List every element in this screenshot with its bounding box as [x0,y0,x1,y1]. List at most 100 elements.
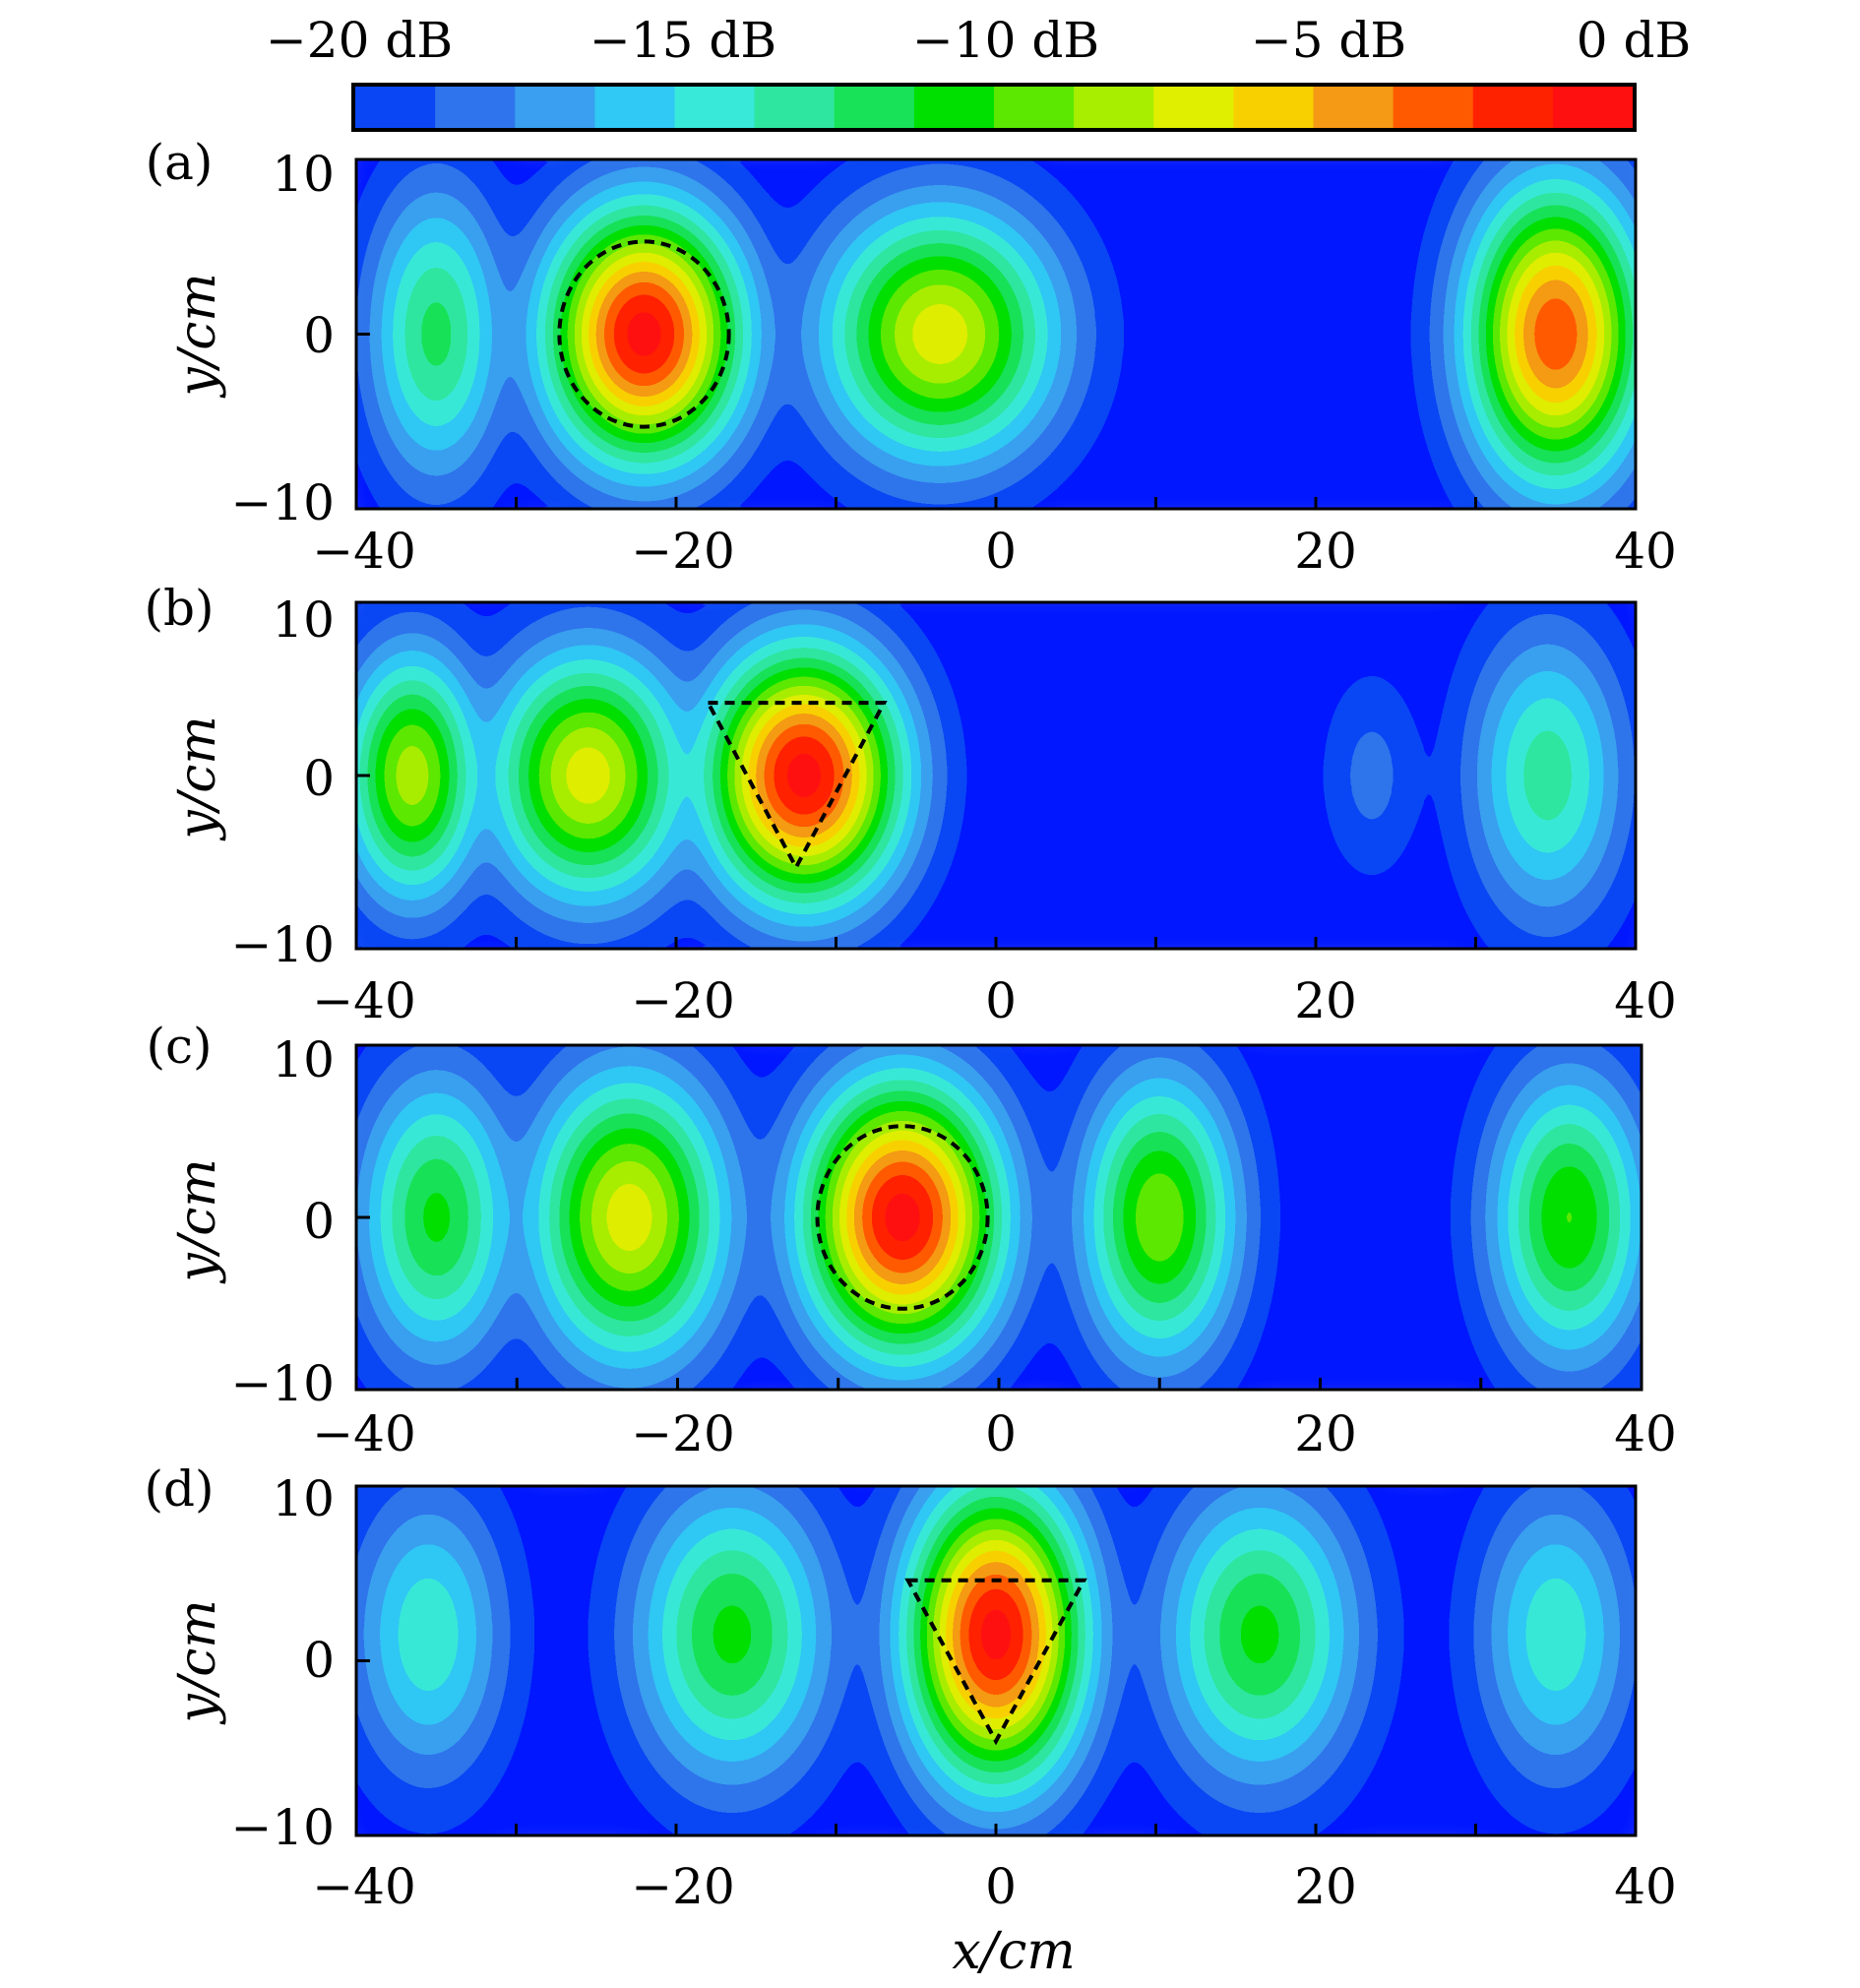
intensity-peak [1406,602,1636,949]
colorbar-swatch [1233,87,1315,128]
colorbar-swatch [754,87,836,128]
x-tick-label: 40 [1614,972,1677,1029]
tick-marks [354,157,1638,511]
y-axis-title: y/cm [168,715,227,840]
colorbar-swatch [834,87,915,128]
intensity-peak [1396,159,1636,509]
y-tick-label: 0 [303,750,335,807]
intensity-peak [356,1486,570,1835]
y-tick-label: 10 [272,1031,335,1088]
x-tick-label: 0 [985,972,1017,1029]
intensity-peak [556,1486,908,1835]
tick-marks [354,1043,1643,1392]
y-tick-label: 10 [272,591,335,649]
panel-label: (b) [144,580,214,637]
y-ticks: 10 0 −10 [230,1470,335,1856]
colorbar-swatch [515,87,595,128]
x-tick-label: −40 [312,523,416,580]
colorbar-tick-label: 0 dB [1577,12,1691,69]
colorbar: −20 dB −15 dB −10 dB −5 dB 0 dB [266,12,1691,132]
intensity-peak [837,1486,1154,1835]
y-axis-title: y/cm [168,1599,227,1724]
intensity-layer [356,1045,1642,1390]
x-tick-label: −40 [312,972,416,1029]
target-outline [815,1124,990,1311]
tick-marks [354,1484,1638,1837]
x-tick-label: −20 [631,972,735,1029]
x-tick-label: −20 [631,1858,735,1915]
y-tick-label: 0 [303,1193,335,1250]
panel-label: (c) [146,1018,212,1075]
colorbar-swatch [1074,87,1154,128]
y-tick-label: −10 [230,916,335,973]
x-tick-label: 0 [985,1858,1017,1915]
x-tick-label: 40 [1614,1405,1677,1462]
target-triangle [705,701,888,872]
colorbar-tick-label: −20 dB [266,12,453,69]
panel-b: (b) 10 0 −10 y/cm −40 −20 0 20 40 [144,580,1677,1029]
x-tick-label: −20 [631,523,735,580]
panel-a: (a) 10 0 −10 y/cm −40 −20 0 20 40 [146,134,1677,580]
x-tick-label: 20 [1294,1858,1357,1915]
intensity-peak [356,602,535,949]
colorbar-tick-label: −15 dB [589,12,776,69]
intensity-peak [356,1045,579,1390]
y-axis-title: y/cm [168,273,227,398]
tick-marks [354,600,1638,951]
x-ticks: −40 −20 0 20 40 [312,972,1677,1029]
y-tick-label: −10 [230,1355,335,1412]
x-tick-label: 40 [1614,1858,1677,1915]
intensity-peak [725,1045,1080,1390]
panel-label: (d) [144,1460,214,1518]
colorbar-swatches [355,87,1634,128]
intensity-peak [1427,1045,1642,1390]
y-ticks: 10 0 −10 [230,1031,335,1412]
x-ticks: −40 −20 0 20 40 [312,1858,1677,1915]
panel-label: (a) [146,134,214,191]
intensity-peak [356,159,560,509]
panel-c: (c) 10 0 −10 y/cm −40 −20 0 20 40 [146,1018,1677,1462]
x-tick-label: 0 [985,523,1017,580]
x-tick-label: 20 [1294,1405,1357,1462]
x-tick-label: 20 [1294,523,1357,580]
target-outline [904,1578,1087,1746]
colorbar-swatch [1313,87,1395,128]
x-axis-title: x/cm [952,1922,1075,1981]
colorbar-tick-label: −10 dB [912,12,1099,69]
intensity-peak [1018,1045,1301,1390]
colorbar-tick-label: −5 dB [1251,12,1406,69]
intensity-peak [1414,1486,1636,1835]
intensity-layer [356,602,1636,949]
y-tick-label: 0 [303,307,335,364]
intensity-peak [467,159,821,509]
y-ticks: 10 0 −10 [230,146,335,531]
colorbar-swatch [913,87,995,128]
heatmap-field [356,1045,1642,1390]
y-ticks: 10 0 −10 [230,591,335,973]
target-triangle [904,1578,1087,1746]
panel-d: (d) 10 0 −10 y/cm −40 −20 0 20 40 [144,1460,1677,1915]
heatmap-field [356,1486,1636,1835]
colorbar-swatch [355,87,436,128]
y-tick-label: 10 [272,1470,335,1527]
target-circle [815,1124,990,1311]
intensity-peak [1084,1486,1436,1835]
colorbar-swatch [994,87,1075,128]
colorbar-swatch [1393,87,1474,128]
colorbar-swatch [1153,87,1234,128]
y-tick-label: 10 [272,146,335,203]
heatmap-field [356,602,1636,949]
x-ticks: −40 −20 0 20 40 [312,523,1677,580]
colorbar-swatch [435,87,516,128]
intensity-layer [356,1486,1636,1835]
intensity-layer [356,159,1636,509]
y-axis-title: y/cm [168,1158,227,1283]
intensity-peak [728,159,1151,509]
heatmap-field [356,159,1636,509]
y-tick-label: −10 [230,1799,335,1856]
target-outline [705,701,888,872]
target-outline [557,239,731,429]
x-tick-label: 20 [1294,972,1357,1029]
y-tick-label: −10 [230,474,335,531]
